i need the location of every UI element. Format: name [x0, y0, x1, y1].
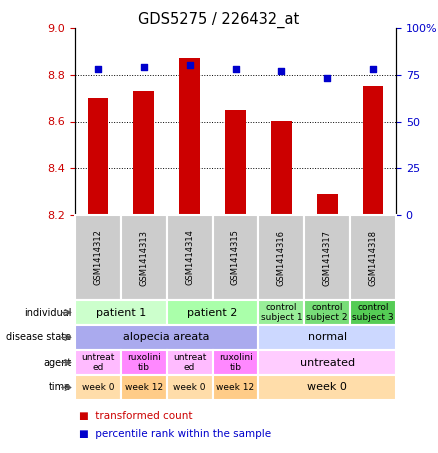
Bar	[212, 215, 258, 300]
Bar	[121, 375, 167, 400]
Bar	[258, 350, 396, 375]
Point	[140, 63, 147, 71]
Text: patient 1: patient 1	[96, 308, 146, 318]
Text: control
subject 2: control subject 2	[307, 303, 348, 322]
Text: untreated: untreated	[300, 357, 355, 367]
Point	[232, 66, 239, 73]
Point	[186, 62, 193, 69]
Bar	[167, 215, 212, 300]
Text: GSM1414313: GSM1414313	[139, 230, 148, 285]
Bar	[225, 110, 246, 215]
Bar	[317, 194, 338, 215]
Text: GSM1414317: GSM1414317	[323, 230, 332, 285]
Text: ■  transformed count: ■ transformed count	[79, 411, 193, 421]
Text: GSM1414316: GSM1414316	[277, 230, 286, 285]
Text: GSM1414314: GSM1414314	[185, 230, 194, 285]
Text: agent: agent	[43, 357, 71, 367]
Point	[324, 75, 331, 82]
Text: individual: individual	[24, 308, 71, 318]
Bar	[134, 91, 154, 215]
Bar	[167, 350, 212, 375]
Text: GSM1414312: GSM1414312	[93, 230, 102, 285]
Text: ruxolini
tib: ruxolini tib	[127, 353, 161, 372]
Bar	[121, 215, 167, 300]
Text: patient 2: patient 2	[187, 308, 238, 318]
Bar	[304, 300, 350, 325]
Text: control
subject 3: control subject 3	[352, 303, 394, 322]
Bar	[75, 300, 167, 325]
Bar	[75, 215, 121, 300]
Text: GSM1414315: GSM1414315	[231, 230, 240, 285]
Bar	[121, 350, 167, 375]
Bar	[212, 375, 258, 400]
Point	[370, 66, 377, 73]
Bar	[75, 325, 258, 350]
Bar	[350, 300, 396, 325]
Text: week 0: week 0	[307, 382, 347, 392]
Bar	[258, 375, 396, 400]
Bar	[88, 98, 108, 215]
Point	[278, 67, 285, 75]
Bar	[350, 215, 396, 300]
Text: disease state: disease state	[6, 333, 71, 342]
Text: GDS5275 / 226432_at: GDS5275 / 226432_at	[138, 11, 300, 28]
Text: normal: normal	[307, 333, 347, 342]
Text: GSM1414318: GSM1414318	[368, 230, 378, 285]
Bar	[304, 215, 350, 300]
Text: ■  percentile rank within the sample: ■ percentile rank within the sample	[79, 429, 272, 439]
Text: week 0: week 0	[173, 383, 206, 392]
Bar	[258, 215, 304, 300]
Bar	[167, 300, 258, 325]
Bar	[75, 375, 121, 400]
Text: time: time	[49, 382, 71, 392]
Bar	[75, 350, 121, 375]
Text: control
subject 1: control subject 1	[261, 303, 302, 322]
Bar	[258, 300, 304, 325]
Bar	[179, 58, 200, 215]
Text: untreat
ed: untreat ed	[81, 353, 115, 372]
Text: alopecia areata: alopecia areata	[124, 333, 210, 342]
Text: week 12: week 12	[216, 383, 254, 392]
Bar	[167, 375, 212, 400]
Point	[95, 66, 102, 73]
Text: week 12: week 12	[125, 383, 163, 392]
Bar	[258, 325, 396, 350]
Text: ruxolini
tib: ruxolini tib	[219, 353, 252, 372]
Bar	[363, 87, 383, 215]
Text: untreat
ed: untreat ed	[173, 353, 206, 372]
Bar	[271, 121, 292, 215]
Bar	[212, 350, 258, 375]
Text: week 0: week 0	[81, 383, 114, 392]
